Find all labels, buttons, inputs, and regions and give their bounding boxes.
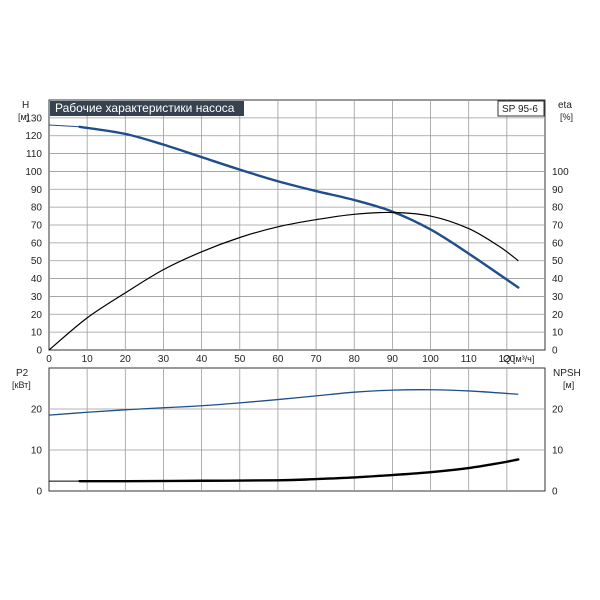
left-axis-label-h: H bbox=[22, 100, 29, 111]
x-tick-label: 40 bbox=[196, 354, 208, 365]
right-axis-unit-npsh: [м] bbox=[563, 380, 574, 390]
eta-tick-label: 90 bbox=[552, 185, 564, 196]
x-tick-label: 30 bbox=[158, 354, 170, 365]
h-tick-label: 120 bbox=[25, 131, 42, 142]
x-tick-label: 80 bbox=[349, 354, 361, 365]
curves bbox=[48, 124, 520, 483]
h-tick-label: 20 bbox=[31, 310, 43, 321]
x-tick-label: 90 bbox=[387, 354, 399, 365]
npsh-curve bbox=[78, 458, 520, 483]
h-tick-label: 110 bbox=[26, 149, 42, 160]
npsh-tick-label: 0 bbox=[552, 487, 558, 498]
h-tick-label: 80 bbox=[31, 203, 43, 214]
eta-tick-label: 0 bbox=[552, 346, 558, 357]
npsh-tick-label: 10 bbox=[552, 446, 564, 457]
x-tick-label: 110 bbox=[461, 354, 477, 365]
chart-title: Рабочие характеристики насоса bbox=[55, 101, 235, 115]
model-label: SP 95-6 bbox=[502, 104, 538, 115]
eta-tick-label: 30 bbox=[552, 292, 564, 303]
right-axis-unit-eta: [%] bbox=[560, 112, 573, 122]
left-axis-unit-h: [м] bbox=[18, 112, 29, 122]
title-box bbox=[50, 101, 244, 116]
x-tick-label: 10 bbox=[82, 354, 94, 365]
x-tick-label: 50 bbox=[234, 354, 246, 365]
eta-tick-label: 40 bbox=[552, 274, 564, 285]
h-tick-label: 30 bbox=[31, 292, 43, 303]
h-tick-label: 100 bbox=[25, 167, 42, 178]
eta-tick-label: 50 bbox=[552, 256, 564, 267]
h-tick-label: 130 bbox=[25, 113, 42, 124]
left-axis-unit-p2: [кВт] bbox=[12, 380, 31, 390]
h-tick-label: 10 bbox=[31, 328, 43, 339]
h-tick-label: 40 bbox=[31, 274, 43, 285]
x-tick-label: 60 bbox=[272, 354, 284, 365]
right-axis-label-npsh: NPSH bbox=[553, 368, 581, 379]
h-curve-extension bbox=[48, 124, 80, 128]
eta-tick-label: 60 bbox=[552, 238, 564, 249]
p2-curve bbox=[48, 389, 519, 416]
h-tick-label: 90 bbox=[31, 185, 43, 196]
x-tick-label: 100 bbox=[422, 354, 439, 365]
bottom-grid bbox=[49, 368, 545, 491]
eta-tick-label: 20 bbox=[552, 310, 564, 321]
x-axis-unit: [м³/ч] bbox=[513, 354, 534, 364]
x-tick-label: 120 bbox=[499, 354, 516, 365]
model-box bbox=[497, 100, 545, 117]
h-curve bbox=[78, 125, 520, 289]
p2-tick-label: 10 bbox=[31, 446, 43, 457]
p2-tick-label: 0 bbox=[36, 487, 42, 498]
top-grid bbox=[49, 100, 545, 350]
eta-tick-label: 80 bbox=[552, 203, 564, 214]
h-tick-label: 70 bbox=[31, 221, 43, 232]
eta-tick-label: 10 bbox=[552, 328, 564, 339]
eta-tick-label: 70 bbox=[552, 221, 564, 232]
eta-curve bbox=[48, 211, 519, 351]
h-tick-label: 50 bbox=[31, 256, 43, 267]
x-axis-label: Q bbox=[503, 354, 511, 365]
p2-tick-label: 20 bbox=[31, 405, 43, 416]
left-axis-label-p2: P2 bbox=[16, 368, 29, 379]
x-tick-label: 70 bbox=[311, 354, 323, 365]
eta-tick-label: 100 bbox=[552, 167, 569, 178]
bottom-plot-frame bbox=[48, 367, 546, 492]
h-tick-label: 60 bbox=[31, 238, 43, 249]
right-axis-label-eta: eta bbox=[558, 100, 572, 111]
h-tick-label: 0 bbox=[36, 346, 42, 357]
tick-labels: 0 10 20 30 40 50 60 70 80 90 100 110 120010203040506… bbox=[25, 113, 569, 497]
npsh-tick-label: 20 bbox=[552, 405, 564, 416]
x-tick-label: 20 bbox=[120, 354, 132, 365]
x-tick-label: 0 bbox=[46, 354, 52, 365]
